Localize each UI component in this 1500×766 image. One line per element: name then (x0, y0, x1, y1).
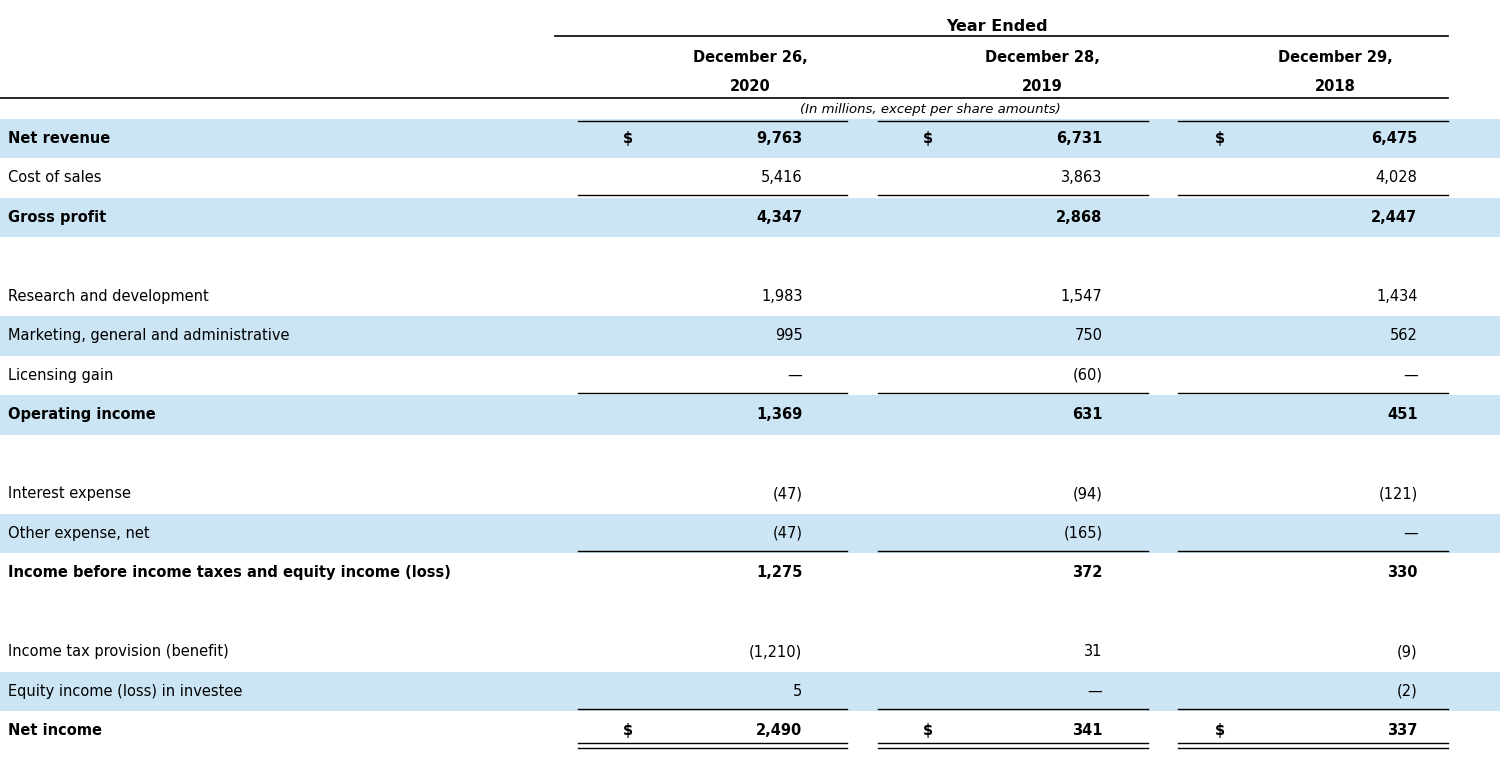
Text: 9,763: 9,763 (756, 131, 802, 146)
Text: 562: 562 (1389, 329, 1417, 343)
Text: 2,447: 2,447 (1371, 210, 1417, 225)
Text: Operating income: Operating income (8, 408, 156, 423)
FancyBboxPatch shape (0, 316, 1500, 355)
Text: 1,983: 1,983 (760, 289, 802, 304)
Text: $: $ (1215, 723, 1225, 738)
FancyBboxPatch shape (0, 395, 1500, 435)
Text: (47): (47) (772, 526, 802, 541)
FancyBboxPatch shape (0, 672, 1500, 711)
Text: Year Ended: Year Ended (946, 19, 1048, 34)
Text: 2020: 2020 (729, 79, 771, 94)
Text: 1,547: 1,547 (1060, 289, 1102, 304)
FancyBboxPatch shape (0, 198, 1500, 237)
Text: Licensing gain: Licensing gain (8, 368, 112, 383)
FancyBboxPatch shape (0, 119, 1500, 159)
Text: 5,416: 5,416 (760, 171, 802, 185)
Text: 4,028: 4,028 (1376, 171, 1417, 185)
Text: (94): (94) (1072, 486, 1102, 502)
Text: 330: 330 (1388, 565, 1417, 581)
Text: December 26,: December 26, (693, 50, 807, 65)
Text: Income before income taxes and equity income (loss): Income before income taxes and equity in… (8, 565, 450, 581)
Text: $: $ (1215, 131, 1225, 146)
Text: Cost of sales: Cost of sales (8, 171, 101, 185)
FancyBboxPatch shape (0, 514, 1500, 553)
Text: (60): (60) (1072, 368, 1102, 383)
Text: Research and development: Research and development (8, 289, 208, 304)
Text: 2018: 2018 (1314, 79, 1356, 94)
Text: —: — (788, 368, 802, 383)
Text: 341: 341 (1072, 723, 1102, 738)
Text: December 28,: December 28, (986, 50, 1100, 65)
Text: (In millions, except per share amounts): (In millions, except per share amounts) (800, 103, 1060, 116)
Text: Other expense, net: Other expense, net (8, 526, 148, 541)
Text: 2,490: 2,490 (756, 723, 802, 738)
Text: $: $ (922, 723, 933, 738)
Text: Gross profit: Gross profit (8, 210, 105, 225)
Text: Equity income (loss) in investee: Equity income (loss) in investee (8, 684, 242, 699)
Text: (165): (165) (1064, 526, 1102, 541)
Text: (9): (9) (1396, 644, 1417, 660)
Text: December 29,: December 29, (1278, 50, 1392, 65)
Text: $: $ (622, 723, 633, 738)
Text: 337: 337 (1388, 723, 1417, 738)
Text: (2): (2) (1396, 684, 1417, 699)
Text: 6,731: 6,731 (1056, 131, 1102, 146)
Text: Net income: Net income (8, 723, 102, 738)
Text: —: — (1402, 526, 1417, 541)
Text: 2019: 2019 (1022, 79, 1064, 94)
Text: 451: 451 (1388, 408, 1417, 423)
Text: (47): (47) (772, 486, 802, 502)
Text: 1,275: 1,275 (756, 565, 802, 581)
Text: (1,210): (1,210) (750, 644, 802, 660)
Text: 2,868: 2,868 (1056, 210, 1102, 225)
Text: 5: 5 (794, 684, 802, 699)
Text: 1,434: 1,434 (1376, 289, 1417, 304)
Text: $: $ (922, 131, 933, 146)
Text: Marketing, general and administrative: Marketing, general and administrative (8, 329, 290, 343)
Text: Net revenue: Net revenue (8, 131, 109, 146)
Text: 31: 31 (1084, 644, 1102, 660)
Text: 995: 995 (774, 329, 802, 343)
Text: —: — (1088, 684, 1102, 699)
Text: 3,863: 3,863 (1060, 171, 1102, 185)
Text: Income tax provision (benefit): Income tax provision (benefit) (8, 644, 228, 660)
Text: (121): (121) (1378, 486, 1417, 502)
Text: Interest expense: Interest expense (8, 486, 130, 502)
Text: 4,347: 4,347 (756, 210, 802, 225)
Text: $: $ (622, 131, 633, 146)
Text: 750: 750 (1074, 329, 1102, 343)
Text: —: — (1402, 368, 1417, 383)
Text: 6,475: 6,475 (1371, 131, 1417, 146)
Text: 631: 631 (1072, 408, 1102, 423)
Text: 372: 372 (1072, 565, 1102, 581)
Text: 1,369: 1,369 (756, 408, 802, 423)
